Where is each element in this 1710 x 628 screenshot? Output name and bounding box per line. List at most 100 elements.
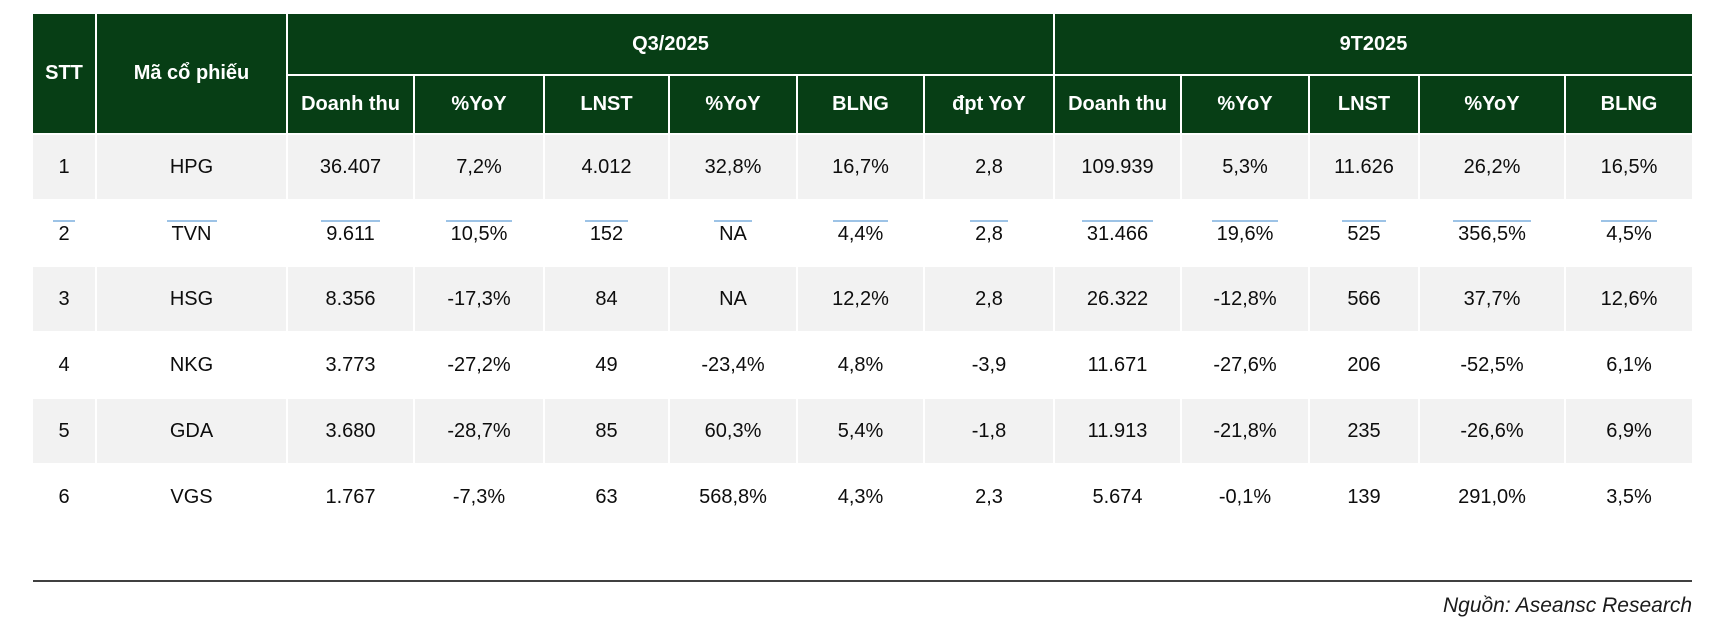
table-cell: 4,4% (798, 201, 923, 265)
col-header-q3-lnst: LNST (545, 76, 668, 133)
col-header-9t-doanh-thu: Doanh thu (1055, 76, 1180, 133)
table-cell: 5.674 (1055, 465, 1180, 529)
bottom-rule (33, 580, 1692, 582)
col-header-q3-doanh-thu: Doanh thu (288, 76, 413, 133)
table-cell: 63 (545, 465, 668, 529)
edit-mark-value: 4,4% (832, 220, 889, 246)
table-cell: 12,2% (798, 267, 923, 331)
table-cell: 235 (1310, 399, 1418, 463)
table-cell: -0,1% (1182, 465, 1308, 529)
table-cell: 60,3% (670, 399, 796, 463)
edit-mark-value: 2,8 (970, 220, 1008, 246)
col-header-q3-yoy: %YoY (415, 76, 543, 133)
table-cell: 3,5% (1566, 465, 1692, 529)
financial-table: STT Mã cổ phiếu Q3/2025 9T2025 Doanh thu… (33, 14, 1692, 529)
col-header-9t-lnst: LNST (1310, 76, 1418, 133)
cell-ticker: VGS (97, 465, 286, 529)
table-cell: NA (670, 201, 796, 265)
table-cell: -12,8% (1182, 267, 1308, 331)
table-cell: -23,4% (670, 333, 796, 397)
col-header-9t-lnst-yoy: %YoY (1420, 76, 1564, 133)
table-cell: 10,5% (415, 201, 543, 265)
table-cell: 32,8% (670, 135, 796, 199)
table-cell: 152 (545, 201, 668, 265)
cell-ticker: HPG (97, 135, 286, 199)
edit-mark-value: 10,5% (445, 220, 513, 246)
table-cell: 8.356 (288, 267, 413, 331)
table-cell: 566 (1310, 267, 1418, 331)
table-cell: 4.012 (545, 135, 668, 199)
table-cell: 2,8 (925, 135, 1053, 199)
edit-mark-value: NA (714, 220, 752, 246)
cell-stt: 5 (33, 399, 95, 463)
col-header-stt: STT (33, 14, 95, 133)
table-cell: 26.322 (1055, 267, 1180, 331)
table-cell: 4,5% (1566, 201, 1692, 265)
table-cell: 37,7% (1420, 267, 1564, 331)
table-cell: -1,8 (925, 399, 1053, 463)
table-cell: 568,8% (670, 465, 796, 529)
research-table-block: STT Mã cổ phiếu Q3/2025 9T2025 Doanh thu… (33, 14, 1692, 618)
table-cell: 11.671 (1055, 333, 1180, 397)
table-cell: 6,9% (1566, 399, 1692, 463)
table-cell: 19,6% (1182, 201, 1308, 265)
cell-stt: 6 (33, 465, 95, 529)
table-cell: -27,2% (415, 333, 543, 397)
table-cell: 5,3% (1182, 135, 1308, 199)
table-cell: -17,3% (415, 267, 543, 331)
col-header-q3-lnst-yoy: %YoY (670, 76, 796, 133)
table-cell: 5,4% (798, 399, 923, 463)
table-cell: 6,1% (1566, 333, 1692, 397)
cell-stt: 3 (33, 267, 95, 331)
edit-mark-value: 9.611 (321, 220, 380, 246)
table-cell: 84 (545, 267, 668, 331)
table-cell: -21,8% (1182, 399, 1308, 463)
cell-stt: 2 (33, 201, 95, 265)
table-cell: 9.611 (288, 201, 413, 265)
table-cell: 4,3% (798, 465, 923, 529)
group-header-9t2025: 9T2025 (1055, 14, 1692, 74)
table-cell: 3.680 (288, 399, 413, 463)
cell-ticker: TVN (97, 201, 286, 265)
table-cell: -28,7% (415, 399, 543, 463)
table-cell: 3.773 (288, 333, 413, 397)
edit-mark-value: 4,5% (1601, 220, 1657, 246)
cell-ticker: HSG (97, 267, 286, 331)
edit-mark-value: 2 (53, 220, 75, 246)
table-cell: -26,6% (1420, 399, 1564, 463)
table-cell: 2,8 (925, 201, 1053, 265)
cell-stt: 4 (33, 333, 95, 397)
table-cell: 1.767 (288, 465, 413, 529)
table-cell: 16,5% (1566, 135, 1692, 199)
edit-mark-value: 356,5% (1453, 220, 1531, 246)
table-cell: NA (670, 267, 796, 331)
cell-stt: 1 (33, 135, 95, 199)
cell-ticker: NKG (97, 333, 286, 397)
table-cell: 11.626 (1310, 135, 1418, 199)
table-cell: 11.913 (1055, 399, 1180, 463)
source-note: Nguồn: Aseansc Research (1442, 594, 1692, 617)
table-cell: 139 (1310, 465, 1418, 529)
table-cell: -3,9 (925, 333, 1053, 397)
table-cell: 26,2% (1420, 135, 1564, 199)
cell-ticker: GDA (97, 399, 286, 463)
edit-mark-value: 152 (584, 220, 629, 246)
col-header-q3-blng: BLNG (798, 76, 923, 133)
table-cell: 31.466 (1055, 201, 1180, 265)
table-cell: 109.939 (1055, 135, 1180, 199)
table-cell: 291,0% (1420, 465, 1564, 529)
table-cell: 49 (545, 333, 668, 397)
table-cell: 2,3 (925, 465, 1053, 529)
table-cell: -27,6% (1182, 333, 1308, 397)
group-header-q3-2025: Q3/2025 (288, 14, 1053, 74)
edit-mark-value: TVN (166, 220, 217, 246)
edit-mark-value: 525 (1342, 220, 1386, 246)
table-cell: 16,7% (798, 135, 923, 199)
table-cell: 4,8% (798, 333, 923, 397)
col-header-9t-blng: BLNG (1566, 76, 1692, 133)
table-cell: 2,8 (925, 267, 1053, 331)
col-header-q3-dpt-yoy: đpt YoY (925, 76, 1053, 133)
table-cell: 525 (1310, 201, 1418, 265)
table-cell: 7,2% (415, 135, 543, 199)
table-cell: 206 (1310, 333, 1418, 397)
